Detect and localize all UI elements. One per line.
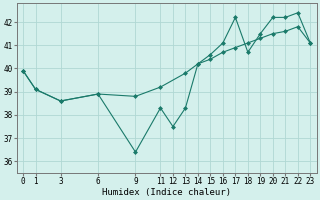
X-axis label: Humidex (Indice chaleur): Humidex (Indice chaleur)	[102, 188, 231, 197]
